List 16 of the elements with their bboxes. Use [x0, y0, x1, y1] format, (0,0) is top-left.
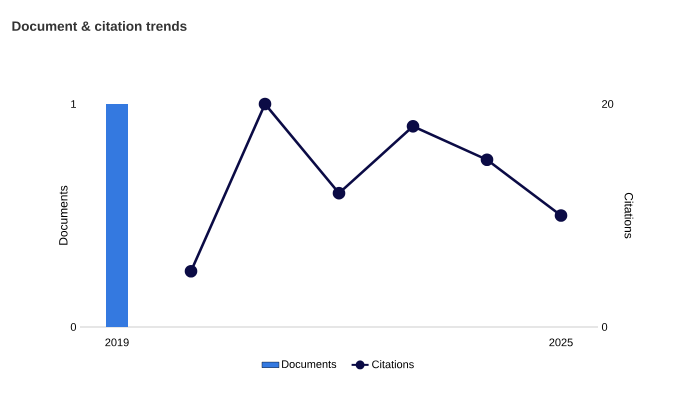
- point: [480, 153, 494, 166]
- y-tick-label: 1: [71, 100, 76, 108]
- x-tick-label: 2025: [549, 338, 573, 346]
- y2-axis-title: Citations: [624, 192, 634, 238]
- y2-tick-label: 20: [602, 100, 614, 108]
- legend-label: Citations: [372, 360, 414, 368]
- point: [406, 120, 420, 133]
- legend-label: Documents: [282, 360, 336, 368]
- point: [184, 264, 198, 278]
- chart-title: Document & citation trends: [12, 21, 187, 31]
- point: [332, 186, 346, 200]
- point: [554, 209, 568, 222]
- y-axis-title: Documents: [59, 186, 68, 245]
- y2-tick-label: 0: [602, 323, 608, 331]
- point: [258, 98, 272, 110]
- x-tick-label: 2019: [105, 338, 129, 346]
